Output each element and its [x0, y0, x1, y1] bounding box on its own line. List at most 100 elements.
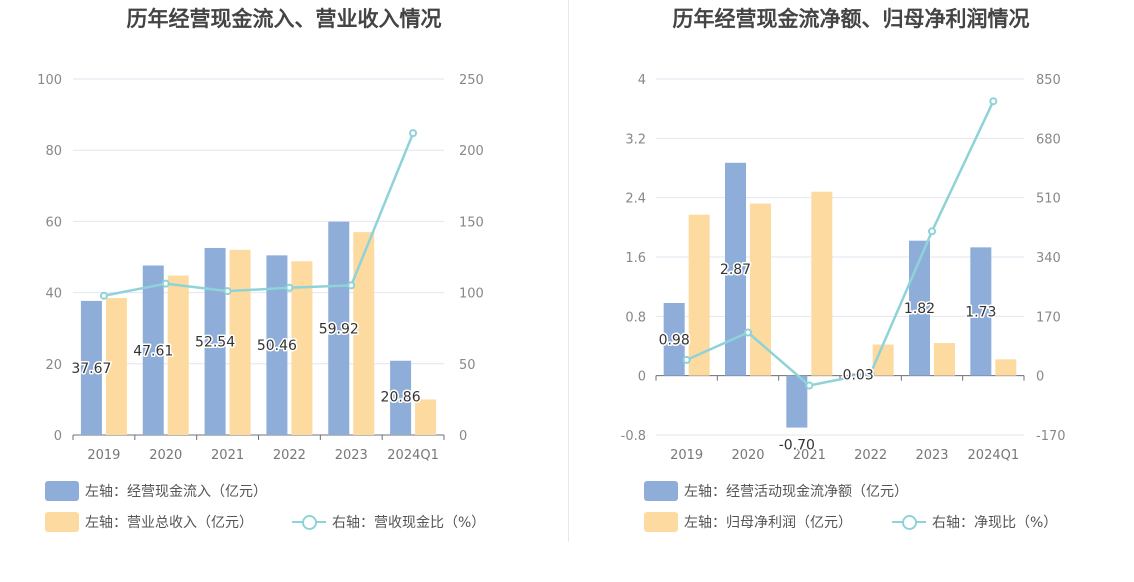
legend-label: 左轴：营业总收入（亿元） [85, 515, 253, 531]
chart-title: 历年经营现金流净额、归母净利润情况 [672, 7, 1030, 31]
x-axis-tick-label: 2023 [335, 448, 368, 463]
data-label: -0.70 [779, 438, 815, 454]
data-label: 37.67 [71, 361, 111, 377]
x-axis-tick-label: 2019 [87, 448, 120, 463]
left-axis-tick-label: 0 [54, 429, 62, 444]
left-axis-tick-label: 1.6 [625, 251, 646, 266]
left-axis-tick-label: 2.4 [625, 192, 646, 207]
legend-swatch [644, 481, 678, 501]
bar-series-b [811, 191, 833, 376]
bar-series-b [229, 249, 251, 435]
left-axis-tick-label: 0.8 [625, 310, 646, 325]
line-point [866, 369, 875, 378]
line-point [928, 227, 936, 236]
right-axis-tick-label: 170 [1036, 310, 1061, 325]
line-point [161, 279, 170, 288]
right-axis-tick-label: 850 [1036, 73, 1061, 88]
line-point [285, 283, 294, 292]
bar-series-a [390, 360, 412, 435]
chart-legend: 左轴：经营活动现金流净额（亿元） 左轴：归母净利润（亿元） 右轴：净现比（%） [568, 475, 1134, 535]
legend-label: 左轴：归母净利润（亿元） [684, 515, 852, 531]
line-series [686, 100, 995, 387]
left-axis-tick-label: 4 [638, 73, 646, 88]
x-axis-tick-label: 2022 [854, 448, 887, 463]
left-axis-tick-label: 20 [45, 358, 62, 373]
bar-series-b [995, 359, 1017, 376]
x-axis-tick-label: 2024Q1 [968, 448, 1020, 463]
legend-item-line[interactable]: 右轴：营收现金比（%） [292, 512, 485, 532]
right-axis-tick-label: 250 [459, 73, 484, 88]
bar-series-a [204, 247, 226, 435]
line-point [989, 97, 998, 106]
legend-line-marker [892, 512, 926, 532]
legend-label: 右轴：净现比（%） [932, 515, 1058, 531]
legend-line-marker [292, 512, 326, 532]
line-point [347, 281, 356, 290]
legend-item-bar-b[interactable]: 左轴：营业总收入（亿元） [45, 512, 253, 532]
right-axis-tick-label: -170 [1036, 429, 1066, 444]
data-label: 2.87 [720, 262, 751, 278]
right-axis-tick-label: 150 [459, 215, 484, 230]
bar-series-b [750, 203, 771, 376]
panel-divider [568, 0, 569, 542]
legend-label: 左轴：经营活动现金流净额（亿元） [684, 484, 908, 500]
bar-series-a [80, 300, 102, 435]
right-axis-tick-label: 100 [459, 287, 484, 302]
right-axis-tick-label: 680 [1036, 132, 1061, 147]
bar-series-b [353, 232, 375, 435]
bar-series-a [142, 265, 164, 435]
data-label: 47.61 [133, 343, 173, 359]
right-axis-tick-label: 200 [459, 144, 484, 159]
x-axis-tick-label: 2024Q1 [387, 448, 439, 463]
legend-item-bar-b[interactable]: 左轴：归母净利润（亿元） [644, 512, 852, 532]
line-point [805, 381, 814, 390]
line-point [223, 287, 232, 296]
legend-swatch [45, 481, 79, 501]
bar-series-a [266, 255, 288, 435]
legend-item-bar-a[interactable]: 左轴：经营现金流入（亿元） [45, 481, 267, 501]
data-label: 1.82 [904, 301, 935, 317]
data-label: 0.98 [659, 332, 690, 348]
legend-item-bar-a[interactable]: 左轴：经营活动现金流净额（亿元） [644, 481, 908, 501]
left-axis-tick-label: 60 [45, 215, 62, 230]
bar-series-b [934, 343, 955, 376]
chart-panel-cash-inflow: 历年经营现金流入、营业收入情况 0 20 40 60 80 100 0 50 100 150 200… [0, 7, 568, 535]
left-axis-tick-label: 3.2 [625, 132, 646, 147]
line-point [744, 328, 752, 337]
data-label: 50.46 [257, 338, 297, 354]
bar-series-a [725, 162, 746, 376]
left-axis-tick-label: 40 [45, 287, 62, 302]
bar-series-a [970, 247, 992, 376]
data-label: 59.92 [319, 321, 359, 337]
x-axis-tick-label: 2020 [731, 448, 764, 463]
x-axis-tick-label: 2022 [273, 448, 306, 463]
chart-plot-area: -0.8 0 0.8 1.6 2.4 3.2 4 -170 0 170 340 510 680 850 20… [621, 73, 1066, 463]
chart-panel-net-cash: 历年经营现金流净额、归母净利润情况 -0.8 0 0.8 1.6 2.4 3.2 4 -170… [568, 0, 1134, 582]
x-axis-tick-label: 2021 [211, 448, 244, 463]
legend-label: 左轴：经营现金流入（亿元） [85, 484, 267, 500]
chart-plot-area: 0 20 40 60 80 100 0 50 100 150 200 250 2019 2020 2021 2… [37, 73, 484, 463]
bar-series-b [105, 297, 127, 435]
chart-title: 历年经营现金流入、营业收入情况 [126, 7, 442, 31]
data-label: 1.73 [965, 305, 996, 321]
right-axis-tick-label: 0 [1036, 370, 1044, 385]
bar-series-a [328, 221, 350, 435]
legend-swatch [45, 512, 79, 532]
bar-series-a [663, 302, 685, 376]
legend-item-line[interactable]: 右轴：净现比（%） [892, 512, 1057, 532]
chart-legend: 左轴：经营现金流入（亿元） 左轴：营业总收入（亿元） 右轴：营收现金比（%） [0, 475, 568, 535]
x-axis-tick-label: 2020 [149, 448, 182, 463]
bar-series-b [167, 275, 189, 435]
data-label: 0.03 [843, 368, 874, 384]
line-series [103, 132, 415, 297]
x-axis-tick-label: 2021 [793, 448, 826, 463]
bar-series-b [415, 399, 437, 435]
left-axis-tick-label: -0.8 [621, 429, 646, 444]
x-axis-tick-label: 2019 [670, 448, 703, 463]
line-point [682, 355, 691, 364]
line-point [99, 291, 108, 300]
bar-series-b [688, 214, 710, 376]
right-axis-tick-label: 50 [459, 358, 476, 373]
left-axis-tick-label: 100 [37, 73, 62, 88]
right-axis-tick-label: 0 [459, 429, 467, 444]
